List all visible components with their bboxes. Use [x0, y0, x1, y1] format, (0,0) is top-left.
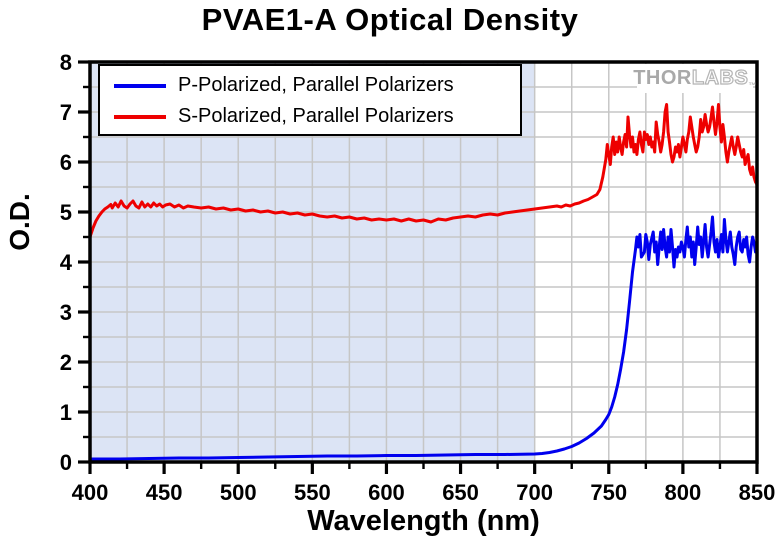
svg-text:5: 5	[60, 200, 72, 225]
legend-line-swatch-red	[114, 114, 166, 119]
svg-text:8: 8	[60, 50, 72, 75]
legend: P-Polarized, Parallel Polarizers S-Polar…	[98, 64, 522, 136]
svg-text:850: 850	[739, 480, 776, 505]
svg-text:450: 450	[146, 480, 183, 505]
legend-line-swatch-blue	[114, 83, 166, 88]
axis-ticks	[78, 60, 759, 474]
svg-text:2: 2	[60, 350, 72, 375]
y-axis-label: O.D.	[4, 193, 35, 251]
legend-item-s-polarized: S-Polarized, Parallel Polarizers	[100, 101, 520, 132]
plot-frame	[88, 60, 759, 464]
svg-text:800: 800	[665, 480, 702, 505]
legend-label-s-polarized: S-Polarized, Parallel Polarizers	[178, 105, 454, 127]
series-line-p-polarized	[90, 215, 757, 461]
svg-text:4: 4	[60, 250, 73, 275]
thorlabs-watermark: THOR LABS ™	[633, 64, 756, 93]
watermark-text-labs: LABS	[691, 66, 749, 89]
svg-text:700: 700	[516, 480, 553, 505]
legend-item-p-polarized: P-Polarized, Parallel Polarizers	[100, 70, 520, 101]
svg-text:550: 550	[294, 480, 331, 505]
svg-text:400: 400	[72, 480, 109, 505]
svg-text:600: 600	[368, 480, 405, 505]
svg-text:500: 500	[220, 480, 257, 505]
svg-text:650: 650	[442, 480, 479, 505]
tick-labels: 400 450 500 550 600 650 700 750 800 850 0 1 2 3 4 5 6 7 8	[60, 50, 776, 505]
watermark-text-thor: THOR	[633, 67, 692, 89]
svg-text:750: 750	[590, 480, 627, 505]
x-axis-label: Wavelength (nm)	[307, 505, 540, 537]
svg-text:1: 1	[60, 400, 72, 425]
watermark-trademark-symbol: ™	[748, 81, 757, 90]
svg-text:0: 0	[60, 450, 72, 475]
chart-title: PVAE1-A Optical Density	[201, 2, 579, 37]
svg-text:7: 7	[60, 100, 72, 125]
series-line-s-polarized	[90, 103, 757, 238]
svg-text:3: 3	[60, 300, 72, 325]
legend-label-p-polarized: P-Polarized, Parallel Polarizers	[178, 74, 454, 96]
svg-text:6: 6	[60, 150, 72, 175]
